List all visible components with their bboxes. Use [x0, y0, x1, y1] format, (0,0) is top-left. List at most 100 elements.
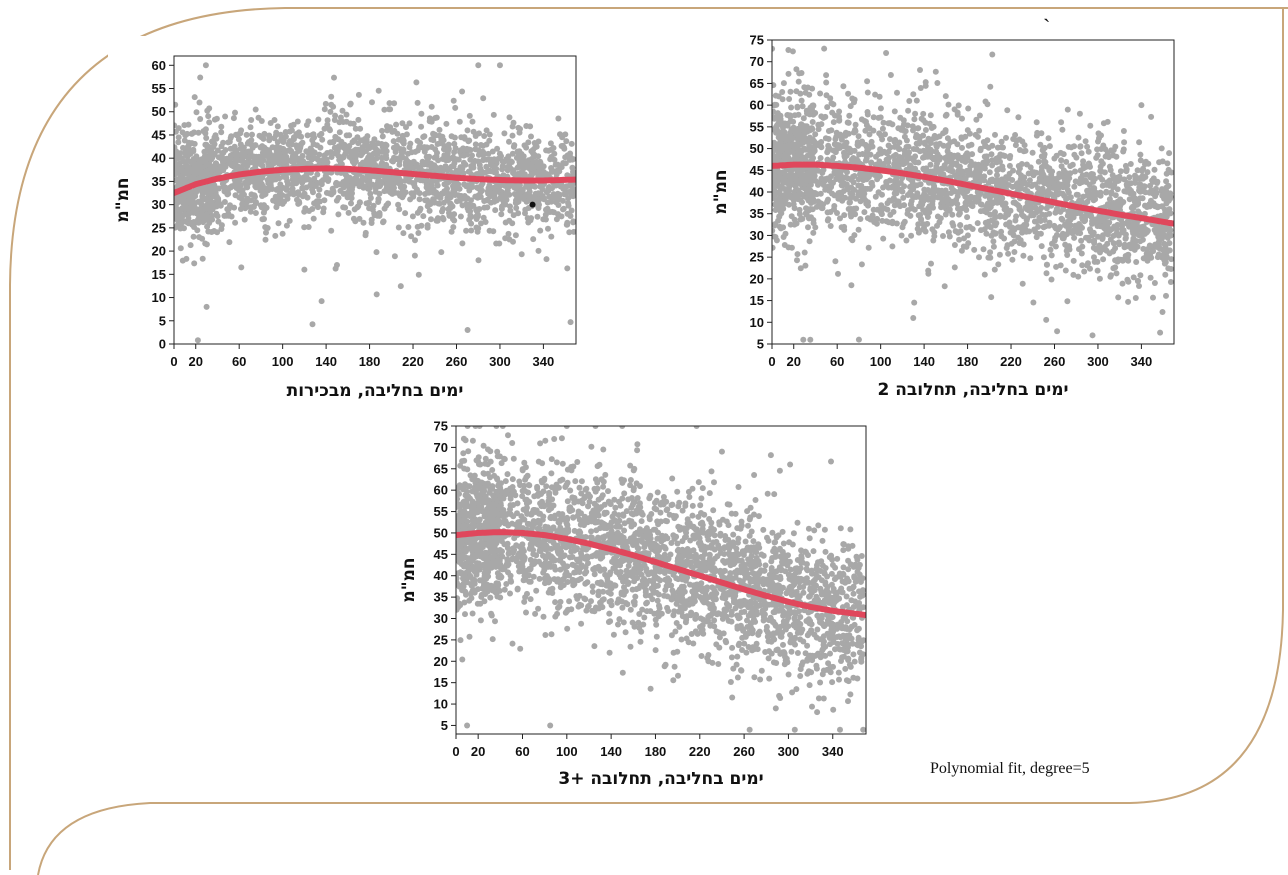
data-point [328, 93, 335, 100]
data-point [236, 187, 243, 194]
data-point [987, 249, 994, 256]
data-point [211, 116, 218, 123]
data-point [981, 271, 988, 278]
data-point [504, 164, 511, 171]
data-point [492, 207, 499, 214]
data-point [174, 159, 178, 166]
data-point [216, 169, 223, 175]
data-point [411, 252, 418, 259]
data-point [553, 216, 560, 223]
data-point [855, 142, 862, 149]
data-point [1073, 191, 1080, 198]
data-point [1060, 167, 1067, 174]
data-point [204, 144, 211, 151]
data-point [1114, 202, 1121, 209]
data-point [283, 153, 290, 160]
data-point [232, 219, 239, 226]
data-point [414, 209, 421, 216]
data-point [795, 78, 802, 85]
data-point [202, 62, 209, 69]
data-point [1075, 273, 1082, 280]
data-point [434, 141, 441, 147]
data-point [976, 127, 983, 134]
data-point [926, 179, 932, 186]
data-point [180, 158, 187, 164]
data-point [431, 154, 438, 161]
data-point [402, 210, 409, 217]
data-point [868, 159, 875, 166]
data-point [880, 235, 887, 242]
data-point [1125, 298, 1132, 305]
data-point [464, 327, 471, 333]
data-point [797, 135, 804, 142]
data-point [174, 152, 178, 159]
data-point [855, 189, 862, 196]
data-point [889, 121, 896, 128]
data-point [817, 200, 824, 207]
data-point [1131, 198, 1138, 205]
data-point [309, 181, 316, 188]
data-point [460, 159, 467, 166]
data-point [812, 131, 819, 138]
data-point [1067, 170, 1074, 177]
data-point [797, 265, 804, 272]
frame-top-curve [9, 7, 1288, 870]
data-point [795, 111, 802, 118]
y-tick-label: 15 [152, 267, 166, 282]
data-point [217, 155, 224, 162]
data-point [247, 208, 254, 215]
data-point [842, 174, 849, 181]
data-point [428, 136, 435, 143]
data-point [1040, 172, 1047, 178]
data-point [782, 154, 789, 161]
data-point [386, 100, 393, 107]
data-point [1048, 276, 1055, 283]
data-point [226, 239, 233, 246]
data-point [788, 127, 795, 134]
data-point [488, 184, 494, 191]
data-point [1144, 169, 1151, 176]
data-point [887, 72, 894, 78]
data-point [271, 117, 278, 123]
data-point [1027, 164, 1034, 171]
data-point [258, 118, 265, 124]
data-point [972, 131, 979, 138]
data-point [976, 254, 982, 261]
data-point [486, 227, 493, 234]
data-point [831, 203, 838, 209]
data-point [451, 149, 458, 156]
data-point [286, 138, 293, 145]
data-point [343, 173, 350, 180]
data-point [957, 228, 964, 235]
data-point [433, 217, 440, 224]
data-point [333, 182, 340, 189]
data-point [889, 220, 896, 227]
data-point [921, 191, 928, 197]
data-point [1114, 221, 1121, 228]
data-point [393, 121, 400, 128]
data-point [318, 130, 325, 137]
data-point [1159, 309, 1166, 315]
data-point [1003, 245, 1010, 251]
data-point [985, 144, 992, 151]
data-point [814, 191, 820, 198]
data-point [564, 210, 571, 217]
data-point [1026, 177, 1033, 184]
data-point [447, 200, 454, 207]
data-point [288, 186, 295, 192]
data-point [1108, 189, 1115, 196]
data-point [772, 82, 777, 89]
data-point [807, 181, 814, 188]
data-point [1121, 241, 1128, 248]
data-point [1077, 167, 1084, 174]
data-point [806, 177, 813, 184]
data-point [1097, 174, 1103, 181]
data-point [815, 126, 822, 133]
scatter-points [174, 62, 576, 344]
data-point [539, 186, 546, 193]
data-point [946, 158, 953, 165]
data-point [426, 115, 433, 122]
data-point [408, 233, 415, 240]
data-point [1130, 220, 1137, 226]
data-point [301, 224, 308, 231]
